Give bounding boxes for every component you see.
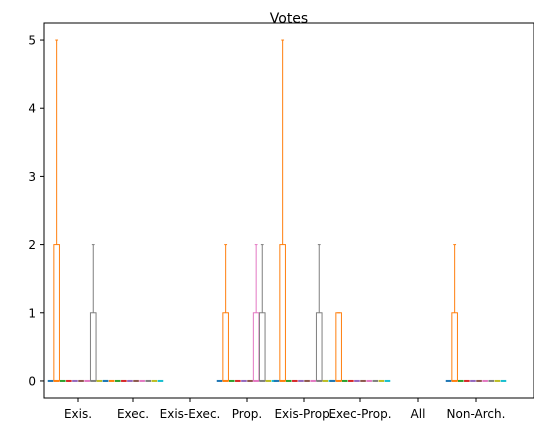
x-tick-label: Exis-Exec. [160, 407, 221, 421]
y-tick-label: 5 [28, 34, 36, 48]
y-tick-label: 2 [28, 238, 36, 252]
box-exis--1 [53, 39, 60, 382]
box-iqr [335, 312, 342, 382]
x-tick-label: All [411, 407, 426, 421]
x-tick-label: Exec. [117, 407, 149, 421]
box-exis-prop--7 [315, 244, 323, 382]
y-axis: 0 1 2 3 4 5 [28, 34, 44, 388]
plot-area-frame [43, 22, 534, 399]
box-iqr [258, 312, 266, 382]
box-exec-prop--1 [335, 312, 342, 382]
box-iqr [252, 312, 260, 382]
box-prop--6 [252, 244, 260, 382]
y-tick-label: 3 [28, 170, 36, 184]
box-iqr [53, 244, 60, 382]
box-iqr [451, 312, 458, 382]
x-tick-label: Exec-Prop. [328, 407, 391, 421]
x-tick-label: Non-Arch. [447, 407, 506, 421]
x-tick-label: Exis. [64, 407, 92, 421]
x-tick-label: Exis-Prop. [274, 407, 333, 421]
box-iqr [315, 312, 323, 382]
box-prop--1 [222, 244, 229, 382]
y-tick-label: 4 [28, 102, 36, 116]
x-tick-label: Prop. [232, 407, 262, 421]
y-tick-label: 0 [28, 374, 36, 388]
box-iqr [222, 312, 229, 382]
box-iqr [89, 312, 97, 382]
x-axis: Exis. Exec. Exis-Exec. Prop. Exis-Prop.Exec-… [64, 398, 505, 421]
box-exis-prop--1 [279, 39, 286, 382]
boxes-layer [47, 39, 507, 382]
chart-title: Votes [270, 11, 308, 27]
box-non-arch--1 [451, 244, 458, 382]
box-prop--7 [258, 244, 266, 382]
box-exis--7 [89, 244, 97, 382]
y-tick-label: 1 [28, 306, 36, 320]
box-iqr [279, 244, 286, 382]
